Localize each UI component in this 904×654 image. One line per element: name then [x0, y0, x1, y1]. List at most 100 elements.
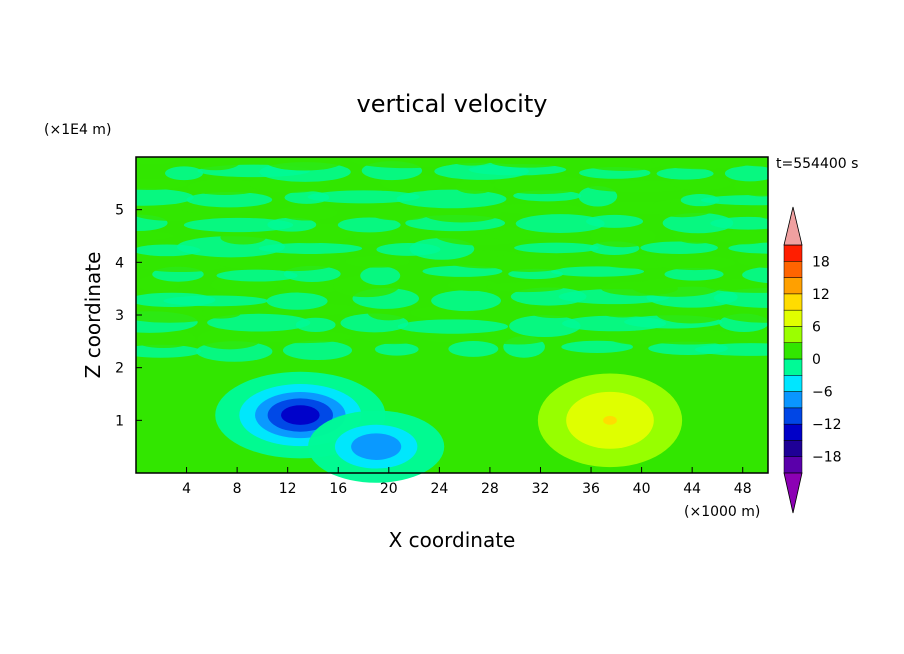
colorbar-band — [783, 407, 803, 425]
field-eddy — [187, 179, 262, 196]
colorbar-band — [783, 342, 803, 360]
field-eddy — [662, 212, 734, 234]
colorbar-top-arrow — [783, 206, 803, 246]
colorbar-tick-label: 6 — [812, 319, 821, 335]
field-eddy — [509, 315, 581, 338]
y-tick-label: 5 — [115, 203, 124, 219]
field-eddy — [136, 302, 222, 323]
field-eddy — [163, 295, 269, 307]
field-contour-band — [351, 433, 402, 460]
field-eddy — [397, 319, 509, 334]
colorbar-band — [783, 326, 803, 343]
field-eddy — [278, 205, 338, 221]
colorbar-band — [783, 358, 803, 376]
x-tick-label: 36 — [582, 481, 600, 497]
field-eddy — [165, 166, 204, 181]
field-eddy — [431, 290, 502, 312]
field-eddy — [724, 165, 768, 182]
x-tick-label: 24 — [430, 481, 448, 497]
colorbar-band — [783, 423, 803, 441]
colorbar-tick-label: −6 — [812, 385, 833, 401]
field-eddy — [586, 214, 644, 228]
colorbar-band — [783, 456, 803, 474]
field-eddy — [220, 230, 266, 245]
field-eddy — [265, 157, 343, 171]
field-eddy — [447, 279, 498, 292]
x-tick-label: 20 — [380, 481, 398, 497]
field-eddy — [656, 167, 714, 180]
field-eddy — [664, 267, 724, 281]
y-axis: 1 2 3 4 5 — [115, 203, 142, 429]
colorbar-tick-label: 12 — [812, 287, 830, 303]
time-label: t=554400 s — [776, 156, 858, 172]
upper-level-structure — [136, 157, 768, 362]
field-eddy — [491, 203, 583, 215]
field-eddy — [680, 193, 720, 207]
field-eddy — [282, 340, 353, 361]
field-eddy — [374, 342, 419, 356]
field-eddy — [713, 287, 768, 308]
colorbar-tick-label: −12 — [812, 417, 842, 433]
x-tick-label: 44 — [683, 481, 701, 497]
field-eddy — [550, 266, 645, 277]
y-tick-label: 2 — [115, 361, 124, 377]
field-eddy — [136, 157, 177, 165]
field-eddy — [715, 230, 768, 245]
field-contour-band — [603, 415, 617, 425]
x-axis: 4 8 12 16 20 24 28 32 36 40 44 48 — [182, 467, 752, 497]
field-eddy — [295, 317, 336, 333]
colorbar-tick-label: 18 — [812, 254, 830, 270]
field-eddy — [418, 331, 474, 343]
colorbar-band — [783, 277, 803, 295]
field-eddy — [638, 329, 740, 345]
field-eddy — [422, 265, 503, 277]
field-eddy — [515, 214, 605, 234]
field-eddy — [493, 174, 589, 195]
field-eddy — [337, 217, 401, 233]
colorbar-band — [783, 309, 803, 327]
field-eddy — [446, 157, 496, 166]
x-tick-label: 40 — [633, 481, 651, 497]
field-eddy — [654, 255, 736, 271]
field-eddy — [514, 242, 599, 254]
field-eddy — [704, 278, 768, 293]
x-tick-label: 28 — [481, 481, 499, 497]
field-eddy — [742, 266, 768, 284]
y-unit-label: (×1E4 m) — [44, 122, 111, 138]
field-eddy — [266, 292, 328, 310]
field-eddy — [183, 217, 294, 233]
x-tick-label: 32 — [532, 481, 550, 497]
field-eddy — [751, 202, 768, 220]
field-eddy — [307, 190, 420, 204]
field-eddy — [350, 157, 462, 169]
colorbar-band — [783, 261, 803, 278]
x-tick-label: 4 — [182, 481, 191, 497]
field-eddy — [561, 340, 633, 353]
field-eddy — [728, 242, 768, 254]
field-eddy — [345, 255, 410, 268]
field-eddy — [488, 253, 571, 272]
field-eddy — [710, 216, 768, 230]
field-eddy — [136, 328, 196, 349]
field-eddy — [248, 249, 341, 272]
y-tick-label: 3 — [115, 308, 124, 324]
field-eddy — [700, 194, 768, 206]
colorbar: 18 12 6 0 −6 −12 −18 — [783, 206, 842, 514]
field-eddy — [724, 157, 768, 167]
field-eddy — [360, 266, 401, 286]
field-eddy — [485, 229, 547, 241]
field-eddy — [490, 157, 565, 168]
colorbar-band — [783, 375, 803, 392]
field-eddy — [247, 330, 353, 344]
field-eddy — [136, 344, 202, 358]
field-eddy — [216, 269, 298, 282]
x-unit-label: (×1000 m) — [684, 504, 760, 520]
y-tick-label: 1 — [115, 413, 124, 429]
field-eddy — [531, 308, 580, 319]
field-eddy — [190, 157, 241, 171]
field-eddy — [369, 204, 432, 221]
colorbar-band — [783, 293, 803, 311]
x-axis-label: X coordinate — [389, 528, 516, 552]
field-eddy — [670, 176, 732, 191]
